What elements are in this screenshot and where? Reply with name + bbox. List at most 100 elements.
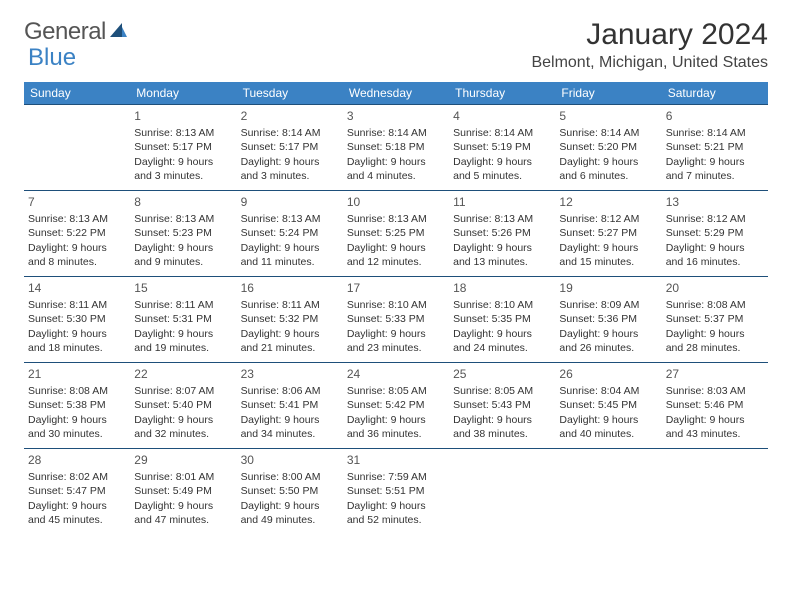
day-ss: Sunset: 5:23 PM — [134, 226, 232, 240]
day-d1: Daylight: 9 hours — [559, 241, 657, 255]
day-ss: Sunset: 5:46 PM — [666, 398, 764, 412]
weekday-header: Wednesday — [343, 82, 449, 105]
day-number: 26 — [559, 366, 657, 382]
day-ss: Sunset: 5:51 PM — [347, 484, 445, 498]
calendar-day: 1Sunrise: 8:13 AMSunset: 5:17 PMDaylight… — [130, 105, 236, 191]
day-d2: and 38 minutes. — [453, 427, 551, 441]
weekday-header: Thursday — [449, 82, 555, 105]
day-d2: and 43 minutes. — [666, 427, 764, 441]
calendar-week: 1Sunrise: 8:13 AMSunset: 5:17 PMDaylight… — [24, 105, 768, 191]
day-number: 1 — [134, 108, 232, 124]
day-number: 27 — [666, 366, 764, 382]
day-d2: and 8 minutes. — [28, 255, 126, 269]
day-d2: and 34 minutes. — [241, 427, 339, 441]
day-number: 3 — [347, 108, 445, 124]
day-number: 28 — [28, 452, 126, 468]
day-d1: Daylight: 9 hours — [666, 155, 764, 169]
day-d2: and 21 minutes. — [241, 341, 339, 355]
day-sr: Sunrise: 8:14 AM — [559, 126, 657, 140]
day-d1: Daylight: 9 hours — [347, 327, 445, 341]
day-ss: Sunset: 5:27 PM — [559, 226, 657, 240]
calendar-day: 20Sunrise: 8:08 AMSunset: 5:37 PMDayligh… — [662, 277, 768, 363]
day-number: 10 — [347, 194, 445, 210]
day-ss: Sunset: 5:19 PM — [453, 140, 551, 154]
day-d1: Daylight: 9 hours — [28, 413, 126, 427]
day-d1: Daylight: 9 hours — [453, 155, 551, 169]
day-ss: Sunset: 5:20 PM — [559, 140, 657, 154]
day-sr: Sunrise: 8:06 AM — [241, 384, 339, 398]
day-d2: and 32 minutes. — [134, 427, 232, 441]
day-ss: Sunset: 5:33 PM — [347, 312, 445, 326]
day-ss: Sunset: 5:37 PM — [666, 312, 764, 326]
day-sr: Sunrise: 8:12 AM — [559, 212, 657, 226]
calendar-week: 28Sunrise: 8:02 AMSunset: 5:47 PMDayligh… — [24, 449, 768, 535]
day-d2: and 24 minutes. — [453, 341, 551, 355]
day-ss: Sunset: 5:40 PM — [134, 398, 232, 412]
day-number: 8 — [134, 194, 232, 210]
calendar-day: 29Sunrise: 8:01 AMSunset: 5:49 PMDayligh… — [130, 449, 236, 535]
day-sr: Sunrise: 8:11 AM — [241, 298, 339, 312]
calendar-day: 16Sunrise: 8:11 AMSunset: 5:32 PMDayligh… — [237, 277, 343, 363]
day-sr: Sunrise: 8:10 AM — [347, 298, 445, 312]
day-d1: Daylight: 9 hours — [559, 155, 657, 169]
calendar-day: 24Sunrise: 8:05 AMSunset: 5:42 PMDayligh… — [343, 363, 449, 449]
day-ss: Sunset: 5:35 PM — [453, 312, 551, 326]
day-d1: Daylight: 9 hours — [134, 155, 232, 169]
day-d1: Daylight: 9 hours — [559, 413, 657, 427]
day-d1: Daylight: 9 hours — [453, 327, 551, 341]
day-d2: and 26 minutes. — [559, 341, 657, 355]
day-d1: Daylight: 9 hours — [134, 241, 232, 255]
day-sr: Sunrise: 8:07 AM — [134, 384, 232, 398]
day-ss: Sunset: 5:24 PM — [241, 226, 339, 240]
calendar-day: 18Sunrise: 8:10 AMSunset: 5:35 PMDayligh… — [449, 277, 555, 363]
day-ss: Sunset: 5:49 PM — [134, 484, 232, 498]
day-d1: Daylight: 9 hours — [28, 327, 126, 341]
day-ss: Sunset: 5:50 PM — [241, 484, 339, 498]
weekday-header: Sunday — [24, 82, 130, 105]
logo: General — [24, 18, 128, 46]
day-number: 19 — [559, 280, 657, 296]
day-number: 31 — [347, 452, 445, 468]
day-d2: and 3 minutes. — [134, 169, 232, 183]
logo-text-blue: Blue — [28, 44, 76, 71]
day-sr: Sunrise: 8:14 AM — [453, 126, 551, 140]
day-d1: Daylight: 9 hours — [241, 155, 339, 169]
day-d2: and 28 minutes. — [666, 341, 764, 355]
day-number: 2 — [241, 108, 339, 124]
day-d1: Daylight: 9 hours — [453, 241, 551, 255]
day-d2: and 4 minutes. — [347, 169, 445, 183]
day-sr: Sunrise: 8:13 AM — [453, 212, 551, 226]
calendar-day: 26Sunrise: 8:04 AMSunset: 5:45 PMDayligh… — [555, 363, 661, 449]
day-number: 16 — [241, 280, 339, 296]
day-d2: and 49 minutes. — [241, 513, 339, 527]
calendar-day: 15Sunrise: 8:11 AMSunset: 5:31 PMDayligh… — [130, 277, 236, 363]
calendar-day: 4Sunrise: 8:14 AMSunset: 5:19 PMDaylight… — [449, 105, 555, 191]
day-d1: Daylight: 9 hours — [134, 327, 232, 341]
day-sr: Sunrise: 8:00 AM — [241, 470, 339, 484]
day-d1: Daylight: 9 hours — [453, 413, 551, 427]
day-ss: Sunset: 5:22 PM — [28, 226, 126, 240]
calendar-day: 7Sunrise: 8:13 AMSunset: 5:22 PMDaylight… — [24, 191, 130, 277]
day-ss: Sunset: 5:47 PM — [28, 484, 126, 498]
day-number: 24 — [347, 366, 445, 382]
day-number: 12 — [559, 194, 657, 210]
header: General January 2024 Belmont, Michigan, … — [24, 18, 768, 72]
calendar-day: 23Sunrise: 8:06 AMSunset: 5:41 PMDayligh… — [237, 363, 343, 449]
day-d2: and 40 minutes. — [559, 427, 657, 441]
day-number: 6 — [666, 108, 764, 124]
day-ss: Sunset: 5:30 PM — [28, 312, 126, 326]
day-ss: Sunset: 5:32 PM — [241, 312, 339, 326]
day-number: 5 — [559, 108, 657, 124]
calendar-day: 12 Sunrise: 8:12 AMSunset: 5:27 PMDayligh… — [555, 191, 661, 277]
day-ss: Sunset: 5:21 PM — [666, 140, 764, 154]
day-d2: and 7 minutes. — [666, 169, 764, 183]
day-d2: and 11 minutes. — [241, 255, 339, 269]
day-ss: Sunset: 5:26 PM — [453, 226, 551, 240]
day-d2: and 6 minutes. — [559, 169, 657, 183]
day-number: 9 — [241, 194, 339, 210]
calendar-day: 14Sunrise: 8:11 AMSunset: 5:30 PMDayligh… — [24, 277, 130, 363]
calendar-day: 13Sunrise: 8:12 AMSunset: 5:29 PMDayligh… — [662, 191, 768, 277]
day-number: 29 — [134, 452, 232, 468]
day-d1: Daylight: 9 hours — [134, 413, 232, 427]
calendar-table: Sunday Monday Tuesday Wednesday Thursday… — [24, 82, 768, 535]
